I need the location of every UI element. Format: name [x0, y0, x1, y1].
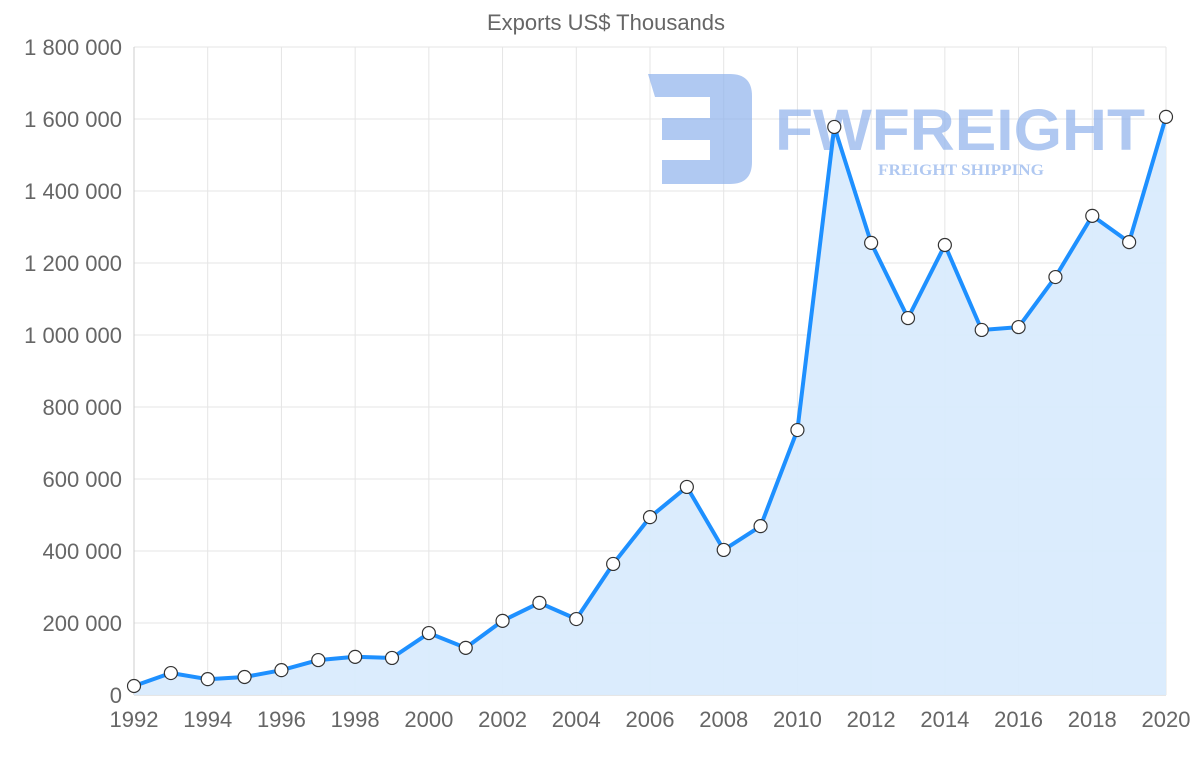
x-tick-label: 2016 [994, 707, 1043, 732]
y-tick-label: 0 [110, 683, 122, 708]
y-tick-label: 1 600 000 [24, 107, 122, 132]
data-point [495, 613, 510, 628]
data-point [200, 672, 215, 687]
data-point [864, 235, 879, 250]
x-tick-label: 2012 [847, 707, 896, 732]
data-point [1011, 319, 1026, 335]
data-point [753, 519, 768, 534]
data-point [1122, 235, 1137, 250]
x-tick-label: 1992 [110, 707, 159, 732]
x-tick-label: 2000 [404, 707, 453, 732]
y-tick-label: 1 800 000 [24, 35, 122, 60]
data-point [716, 542, 731, 558]
y-tick-label: 400 000 [42, 539, 122, 564]
data-point [274, 663, 289, 678]
x-tick-label: 2018 [1068, 707, 1117, 732]
data-point [1158, 109, 1174, 124]
watermark-logo-icon [648, 74, 752, 184]
x-tick-label: 2014 [920, 707, 969, 732]
data-point [126, 678, 142, 694]
data-point [1085, 208, 1100, 223]
data-point [237, 669, 252, 685]
data-point [532, 595, 547, 610]
series-area-fill [134, 116, 1166, 696]
watermark-tagline: FREIGHT SHIPPING [878, 162, 1045, 179]
data-point [900, 310, 916, 326]
data-point [642, 510, 658, 525]
data-point [458, 640, 473, 655]
data-point [163, 665, 178, 681]
x-tick-label: 1998 [331, 707, 380, 732]
watermark-logo: FWFREIGHT FREIGHT SHIPPING [648, 74, 1145, 184]
data-point [348, 649, 363, 664]
data-point [827, 119, 842, 135]
data-point [790, 422, 805, 438]
x-tick-label: 1994 [183, 707, 232, 732]
y-tick-label: 1 400 000 [24, 179, 122, 204]
data-point [606, 556, 621, 572]
data-point [421, 625, 436, 641]
x-tick-label: 2010 [773, 707, 822, 732]
y-tick-label: 600 000 [42, 467, 122, 492]
y-tick-label: 200 000 [42, 611, 122, 636]
x-tick-label: 2004 [552, 707, 601, 732]
data-point [1048, 269, 1063, 285]
data-point [569, 611, 584, 627]
data-point [384, 650, 400, 666]
y-tick-label: 800 000 [42, 395, 122, 420]
data-point [937, 237, 952, 253]
y-tick-label: 1 000 000 [24, 323, 122, 348]
x-tick-label: 2020 [1142, 707, 1191, 732]
data-point [679, 479, 694, 495]
x-tick-label: 2008 [699, 707, 748, 732]
data-point [974, 322, 989, 338]
chart-title: Exports US$ Thousands [487, 10, 725, 35]
x-tick-label: 2006 [626, 707, 675, 732]
x-tick-label: 2002 [478, 707, 527, 732]
data-point [311, 652, 326, 668]
x-tick-label: 1996 [257, 707, 306, 732]
y-tick-label: 1 200 000 [24, 251, 122, 276]
